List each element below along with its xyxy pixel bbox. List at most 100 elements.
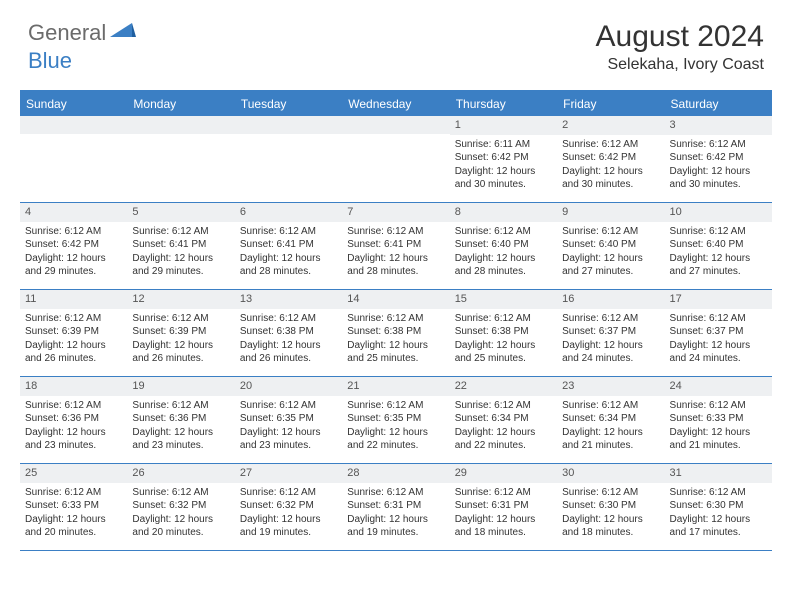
day-info-line: Sunset: 6:39 PM [25, 325, 122, 339]
day-info-line: Daylight: 12 hours and 28 minutes. [455, 252, 552, 279]
day-body: Sunrise: 6:12 AMSunset: 6:31 PMDaylight:… [455, 486, 552, 540]
day-body: Sunrise: 6:12 AMSunset: 6:41 PMDaylight:… [132, 225, 229, 279]
day-info-line: Daylight: 12 hours and 22 minutes. [455, 426, 552, 453]
day-info-line: Sunrise: 6:12 AM [240, 225, 337, 239]
day-body: Sunrise: 6:12 AMSunset: 6:39 PMDaylight:… [25, 312, 122, 366]
day-body: Sunrise: 6:12 AMSunset: 6:41 PMDaylight:… [347, 225, 444, 279]
day-cell: 14Sunrise: 6:12 AMSunset: 6:38 PMDayligh… [342, 290, 449, 376]
day-cell: 3 Sunrise: 6:12 AMSunset: 6:42 PMDaylight… [665, 116, 772, 202]
day-info-line: Daylight: 12 hours and 30 minutes. [455, 165, 552, 192]
day-body: Sunrise: 6:11 AMSunset: 6:42 PMDaylight:… [455, 138, 552, 192]
week-row: 18 Sunrise: 6:12 AMSunset: 6:36 PMDayligh… [20, 377, 772, 464]
day-info-line: Sunrise: 6:12 AM [670, 486, 767, 500]
day-body: Sunrise: 6:12 AMSunset: 6:38 PMDaylight:… [347, 312, 444, 366]
day-number: 2 [557, 116, 664, 135]
day-body: Sunrise: 6:12 AMSunset: 6:34 PMDaylight:… [562, 399, 659, 453]
day-body: Sunrise: 6:12 AMSunset: 6:34 PMDaylight:… [455, 399, 552, 453]
day-cell: 11Sunrise: 6:12 AMSunset: 6:39 PMDayligh… [20, 290, 127, 376]
dow-cell: Saturday [665, 92, 772, 116]
day-info-line: Daylight: 12 hours and 24 minutes. [670, 339, 767, 366]
day-info-line: Daylight: 12 hours and 22 minutes. [347, 426, 444, 453]
day-body: Sunrise: 6:12 AMSunset: 6:40 PMDaylight:… [562, 225, 659, 279]
day-info-line: Sunrise: 6:12 AM [670, 312, 767, 326]
day-number: 12 [127, 290, 234, 309]
day-body: Sunrise: 6:12 AMSunset: 6:42 PMDaylight:… [562, 138, 659, 192]
day-number: 10 [665, 203, 772, 222]
day-info-line: Sunset: 6:40 PM [562, 238, 659, 252]
day-info-line: Daylight: 12 hours and 18 minutes. [562, 513, 659, 540]
day-info-line: Daylight: 12 hours and 30 minutes. [562, 165, 659, 192]
day-number: 5 [127, 203, 234, 222]
day-number [20, 116, 127, 134]
day-number: 26 [127, 464, 234, 483]
week-row: 11Sunrise: 6:12 AMSunset: 6:39 PMDayligh… [20, 290, 772, 377]
day-info-line: Sunset: 6:32 PM [240, 499, 337, 513]
day-number: 28 [342, 464, 449, 483]
day-info-line: Daylight: 12 hours and 21 minutes. [562, 426, 659, 453]
dow-cell: Sunday [20, 92, 127, 116]
day-cell: 25Sunrise: 6:12 AMSunset: 6:33 PMDayligh… [20, 464, 127, 550]
day-info-line: Sunset: 6:38 PM [240, 325, 337, 339]
day-body: Sunrise: 6:12 AMSunset: 6:42 PMDaylight:… [670, 138, 767, 192]
day-cell: 8Sunrise: 6:12 AMSunset: 6:40 PMDaylight… [450, 203, 557, 289]
day-info-line: Sunrise: 6:12 AM [562, 399, 659, 413]
day-info-line: Daylight: 12 hours and 28 minutes. [240, 252, 337, 279]
day-number: 4 [20, 203, 127, 222]
day-info-line: Sunrise: 6:12 AM [562, 138, 659, 152]
day-number [235, 116, 342, 134]
day-cell: 28 Sunrise: 6:12 AMSunset: 6:31 PMDayligh… [342, 464, 449, 550]
day-info-line: Sunrise: 6:12 AM [25, 225, 122, 239]
day-number: 29 [450, 464, 557, 483]
day-body: Sunrise: 6:12 AMSunset: 6:32 PMDaylight:… [132, 486, 229, 540]
day-number: 30 [557, 464, 664, 483]
day-info-line: Sunset: 6:37 PM [670, 325, 767, 339]
day-cell: 2 Sunrise: 6:12 AMSunset: 6:42 PMDaylight… [557, 116, 664, 202]
day-info-line: Daylight: 12 hours and 23 minutes. [25, 426, 122, 453]
day-cell: 24Sunrise: 6:12 AMSunset: 6:33 PMDayligh… [665, 377, 772, 463]
day-cell: 30 Sunrise: 6:12 AMSunset: 6:30 PMDayligh… [557, 464, 664, 550]
day-info-line: Daylight: 12 hours and 27 minutes. [670, 252, 767, 279]
day-cell: 18Sunrise: 6:12 AMSunset: 6:36 PMDayligh… [20, 377, 127, 463]
day-info-line: Daylight: 12 hours and 19 minutes. [347, 513, 444, 540]
day-cell: 22Sunrise: 6:12 AMSunset: 6:34 PMDayligh… [450, 377, 557, 463]
header: General August 2024 Selekaha, Ivory Coas… [0, 0, 792, 82]
day-info-line: Sunrise: 6:12 AM [25, 399, 122, 413]
day-info-line: Sunset: 6:35 PM [347, 412, 444, 426]
day-number: 18 [20, 377, 127, 396]
logo-text-blue-wrap: Blue [28, 48, 72, 74]
day-cell: 4Sunrise: 6:12 AMSunset: 6:42 PMDaylight… [20, 203, 127, 289]
day-body: Sunrise: 6:12 AMSunset: 6:30 PMDaylight:… [562, 486, 659, 540]
day-info-line: Sunrise: 6:12 AM [132, 225, 229, 239]
day-info-line: Sunset: 6:42 PM [25, 238, 122, 252]
day-info-line: Sunset: 6:31 PM [455, 499, 552, 513]
day-info-line: Sunset: 6:42 PM [670, 151, 767, 165]
day-number: 3 [665, 116, 772, 135]
day-info-line: Sunrise: 6:12 AM [347, 312, 444, 326]
week-row: 1Sunrise: 6:11 AMSunset: 6:42 PMDaylight… [20, 116, 772, 203]
day-info-line: Sunset: 6:32 PM [132, 499, 229, 513]
day-cell: 13Sunrise: 6:12 AMSunset: 6:38 PMDayligh… [235, 290, 342, 376]
dow-header-row: SundayMondayTuesdayWednesdayThursdayFrid… [20, 92, 772, 116]
day-info-line: Sunrise: 6:12 AM [132, 486, 229, 500]
day-info-line: Sunrise: 6:12 AM [562, 312, 659, 326]
day-number: 24 [665, 377, 772, 396]
day-body: Sunrise: 6:12 AMSunset: 6:36 PMDaylight:… [132, 399, 229, 453]
dow-cell: Tuesday [235, 92, 342, 116]
day-info-line: Sunrise: 6:12 AM [347, 399, 444, 413]
day-body: Sunrise: 6:12 AMSunset: 6:38 PMDaylight:… [455, 312, 552, 366]
day-body: Sunrise: 6:12 AMSunset: 6:39 PMDaylight:… [132, 312, 229, 366]
day-cell [20, 116, 127, 202]
dow-cell: Friday [557, 92, 664, 116]
day-info-line: Sunrise: 6:12 AM [455, 312, 552, 326]
day-info-line: Daylight: 12 hours and 21 minutes. [670, 426, 767, 453]
day-body: Sunrise: 6:12 AMSunset: 6:37 PMDaylight:… [670, 312, 767, 366]
day-cell: 27Sunrise: 6:12 AMSunset: 6:32 PMDayligh… [235, 464, 342, 550]
week-row: 4Sunrise: 6:12 AMSunset: 6:42 PMDaylight… [20, 203, 772, 290]
day-body: Sunrise: 6:12 AMSunset: 6:31 PMDaylight:… [347, 486, 444, 540]
dow-cell: Monday [127, 92, 234, 116]
day-number: 19 [127, 377, 234, 396]
day-body: Sunrise: 6:12 AMSunset: 6:35 PMDaylight:… [240, 399, 337, 453]
day-info-line: Daylight: 12 hours and 23 minutes. [132, 426, 229, 453]
day-info-line: Daylight: 12 hours and 20 minutes. [25, 513, 122, 540]
day-info-line: Daylight: 12 hours and 17 minutes. [670, 513, 767, 540]
